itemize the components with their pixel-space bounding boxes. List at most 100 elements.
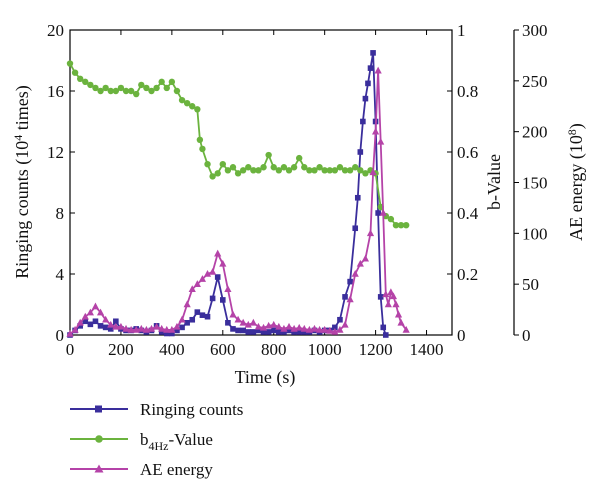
data-point <box>362 170 369 177</box>
legend-label-ringing-counts: Ringing counts <box>140 400 243 419</box>
data-point <box>86 308 94 316</box>
data-point <box>270 320 278 328</box>
data-point <box>315 325 324 333</box>
y-ae-energy-tick-label: 250 <box>522 72 548 91</box>
data-point <box>301 329 308 335</box>
data-point <box>168 325 176 333</box>
data-point <box>142 325 150 333</box>
data-point <box>379 209 387 216</box>
data-point <box>296 154 303 162</box>
y-axis-left: 0 4 8 12 16 20 <box>47 21 75 345</box>
data-point <box>189 103 196 110</box>
data-point <box>265 329 272 335</box>
series-line <box>69 69 407 335</box>
y-ae-energy-tick-label: 200 <box>522 123 548 142</box>
data-point <box>260 329 267 335</box>
data-point <box>387 215 395 223</box>
data-point <box>113 318 119 325</box>
data-point <box>275 167 283 174</box>
data-point <box>220 297 226 303</box>
data-point <box>374 66 382 74</box>
data-point <box>240 327 246 334</box>
data-point <box>158 329 165 335</box>
data-point <box>260 164 267 171</box>
data-point <box>112 322 120 330</box>
data-point <box>102 324 109 331</box>
data-point <box>239 167 247 174</box>
data-point <box>352 164 359 171</box>
data-point <box>127 325 135 333</box>
data-point <box>229 310 237 318</box>
data-point <box>337 316 343 323</box>
data-point <box>259 323 268 331</box>
y-left-tick-label: 16 <box>47 82 64 101</box>
data-point <box>357 167 364 174</box>
data-point <box>382 290 390 298</box>
data-point <box>394 310 403 318</box>
data-point <box>137 324 145 332</box>
data-point <box>291 329 297 335</box>
data-point <box>321 167 328 174</box>
plot-frame <box>69 29 515 336</box>
data-point <box>168 78 176 86</box>
x-tick-label: 1000 <box>308 340 342 359</box>
data-point <box>367 65 374 71</box>
data-point <box>194 309 201 315</box>
data-point <box>209 295 216 302</box>
data-point <box>199 312 206 318</box>
y-b-value-tick-label: 0.6 <box>457 143 478 162</box>
y-b-value-tick-label: 0 <box>457 326 466 345</box>
x-tick-label: 800 <box>261 340 287 359</box>
y-b-value-tick-label: 0.4 <box>457 204 479 223</box>
data-point <box>254 322 263 330</box>
y-ae-energy-tick-label: 50 <box>522 275 539 294</box>
data-point <box>384 300 392 308</box>
data-point <box>357 149 364 155</box>
data-point <box>97 87 104 95</box>
data-point <box>189 316 196 323</box>
data-point <box>107 87 114 95</box>
x-tick-label: 1400 <box>410 340 444 359</box>
y-b-value-tick-label: 1 <box>457 21 466 40</box>
data-point <box>300 324 308 332</box>
y-axis-ae-energy-title: AE energy (108) <box>565 123 587 241</box>
data-point <box>66 60 74 67</box>
data-point <box>276 329 282 335</box>
x-axis: 0 200 400 600 800 1000 1200 1400 <box>66 30 444 359</box>
data-point <box>92 84 99 92</box>
data-point <box>280 324 288 332</box>
data-point <box>204 313 211 320</box>
data-point <box>183 300 191 308</box>
data-point <box>285 322 293 330</box>
data-point <box>82 318 89 325</box>
data-point <box>234 315 242 323</box>
data-point <box>301 164 308 171</box>
data-point <box>296 329 302 335</box>
data-point <box>183 100 191 107</box>
data-point <box>173 87 181 95</box>
data-point <box>352 225 359 232</box>
data-point <box>158 78 165 86</box>
x-tick-label: 0 <box>66 340 75 359</box>
data-point <box>196 136 204 143</box>
data-point <box>321 325 329 333</box>
data-point <box>102 84 109 92</box>
data-point <box>365 80 371 87</box>
data-point <box>387 288 395 296</box>
data-point <box>173 322 181 330</box>
data-point <box>203 270 212 277</box>
data-point <box>163 325 171 333</box>
data-point <box>361 254 370 262</box>
data-point <box>375 210 381 216</box>
data-point <box>76 318 84 326</box>
data-point <box>92 318 99 325</box>
data-point <box>255 167 262 174</box>
data-point <box>245 164 252 171</box>
data-point <box>369 168 377 176</box>
legend-marker-b-value <box>95 435 103 443</box>
data-point <box>397 222 405 229</box>
data-point <box>209 267 217 275</box>
data-point <box>133 90 140 98</box>
data-point <box>392 222 400 229</box>
data-point <box>87 321 94 328</box>
